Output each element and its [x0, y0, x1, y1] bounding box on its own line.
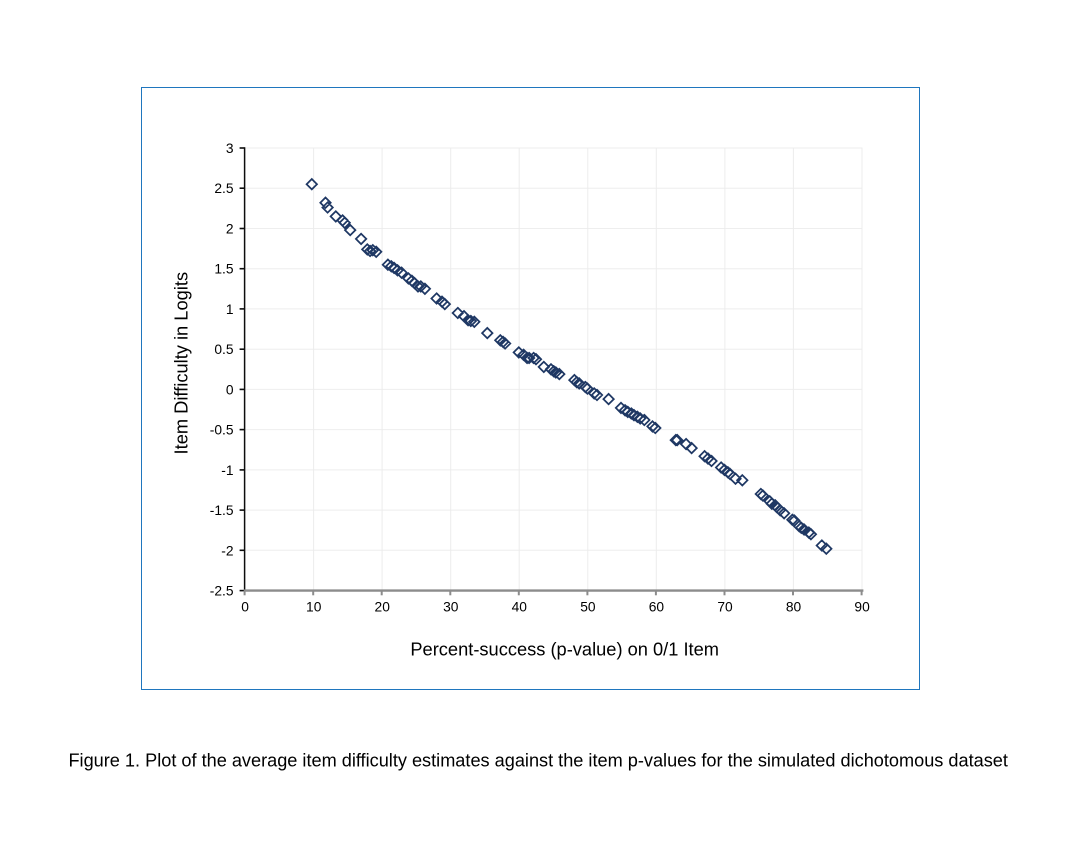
svg-text:Item Difficulty in Logits: Item Difficulty in Logits [171, 272, 192, 455]
svg-text:0: 0 [241, 600, 249, 615]
svg-text:0: 0 [226, 382, 234, 397]
svg-text:90: 90 [854, 600, 870, 615]
svg-text:30: 30 [443, 600, 459, 615]
svg-text:Figure 1. Plot of the average: Figure 1. Plot of the average item diffi… [68, 751, 1007, 771]
svg-text:3: 3 [226, 141, 234, 156]
svg-text:60: 60 [649, 600, 665, 615]
svg-text:2.5: 2.5 [214, 181, 234, 196]
svg-text:-1: -1 [221, 463, 233, 478]
svg-text:1.5: 1.5 [214, 262, 234, 277]
svg-text:-2: -2 [221, 543, 233, 558]
svg-text:80: 80 [786, 600, 802, 615]
svg-text:40: 40 [512, 600, 528, 615]
svg-text:0.5: 0.5 [214, 342, 234, 357]
svg-text:50: 50 [580, 600, 596, 615]
svg-text:70: 70 [717, 600, 733, 615]
svg-text:1: 1 [226, 302, 234, 317]
svg-text:-0.5: -0.5 [210, 423, 234, 438]
svg-text:-1.5: -1.5 [210, 503, 234, 518]
svg-text:-2.5: -2.5 [210, 584, 234, 599]
svg-text:2: 2 [226, 222, 234, 237]
svg-text:10: 10 [306, 600, 322, 615]
svg-text:20: 20 [375, 600, 391, 615]
svg-text:Percent-success (p-value) on 0: Percent-success (p-value) on 0/1 Item [410, 638, 719, 659]
